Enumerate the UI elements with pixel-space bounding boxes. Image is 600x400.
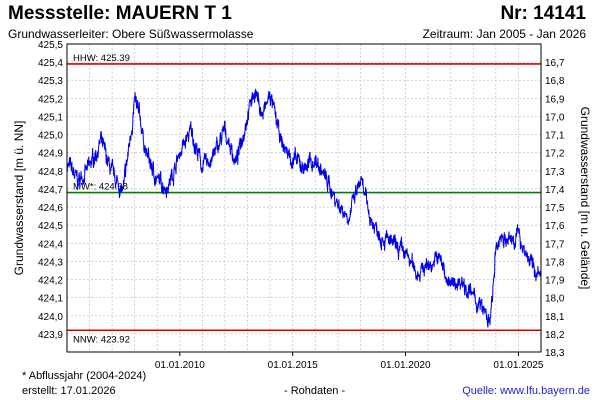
y-tick-label: 425,0 [38, 131, 63, 142]
y-tick-label-right: 17,8 [545, 257, 565, 268]
y-tick-label: 424,9 [38, 149, 63, 160]
y-tick-label-right: 17,0 [545, 112, 565, 123]
y-tick-label-right: 17,4 [545, 185, 565, 196]
y-tick-label: 424,8 [38, 167, 63, 178]
x-tick-label: 01.01.2020 [381, 360, 431, 371]
y-tick-label-right: 17,2 [545, 149, 565, 160]
page-title: Messstelle: MAUERN T 1 [8, 3, 232, 24]
plot-frame [66, 43, 542, 353]
y-tick-label-right: 18,2 [545, 330, 565, 341]
source-link[interactable]: Quelle: www.lfu.bayern.de [462, 385, 590, 397]
aquifer-label: Grundwasserleiter: Obere Süßwassermolass… [8, 27, 254, 41]
y-tick-label: 424,7 [38, 185, 63, 196]
x-tick-label: 01.01.2015 [268, 360, 318, 371]
y-tick-label-right: 17,6 [545, 221, 565, 232]
y-axis-title: Grundwasserstand [m ü. NN] [12, 121, 26, 276]
raw-data-label: - Rohdaten - [284, 385, 346, 397]
y-tick-label-right: 17,9 [545, 276, 565, 287]
y-tick-label-right: 18,3 [545, 348, 565, 359]
reference-label-nnw: NNW: 423.92 [73, 334, 130, 345]
period-label: Zeitraum: Jan 2005 - Jan 2026 [422, 27, 586, 41]
reference-label-mw: MW*: 424.68 [73, 182, 128, 193]
y-tick-label-right: 17,3 [545, 167, 565, 178]
y-tick-label-right: 16,8 [545, 76, 565, 87]
created-date: erstellt: 17.01.2026 [22, 385, 116, 397]
y-tick-label: 425,4 [38, 58, 63, 69]
y-tick-label-right: 17,7 [545, 239, 565, 250]
y-tick-label: 424,1 [38, 294, 63, 305]
y-tick-label: 425,1 [38, 112, 63, 123]
plot-area [67, 44, 541, 352]
y-tick-label-right: 17,5 [545, 203, 565, 214]
y-tick-label: 424,4 [38, 239, 63, 250]
y-axis-title-right: Grundwasserstand [m u. Gelände] [578, 107, 592, 290]
y-tick-label: 425,5 [38, 40, 63, 51]
reference-label-hhw: HHW: 425.39 [73, 53, 130, 64]
y-tick-label: 424,5 [38, 221, 63, 232]
y-tick-label: 424,6 [38, 203, 63, 214]
y-tick-label: 423,9 [38, 330, 63, 341]
y-tick-label-right: 16,7 [545, 58, 565, 69]
x-tick-label: 01.01.2010 [155, 360, 205, 371]
x-tick-label: 01.01.2025 [493, 360, 543, 371]
y-tick-label-right: 18,0 [545, 294, 565, 305]
y-tick-label: 425,3 [38, 76, 63, 87]
y-tick-label: 424,2 [38, 276, 63, 287]
y-tick-label-right: 18,1 [545, 312, 565, 323]
y-tick-label: 424,3 [38, 257, 63, 268]
footnote: * Abflussjahr (2004-2024) [22, 370, 147, 382]
y-tick-label-right: 17,1 [545, 131, 565, 142]
station-number: Nr: 14141 [500, 3, 586, 24]
y-tick-label: 424,0 [38, 312, 63, 323]
y-tick-label-right: 16,9 [545, 94, 565, 105]
y-tick-label: 425,2 [38, 94, 63, 105]
groundwater-series-line [66, 88, 542, 328]
